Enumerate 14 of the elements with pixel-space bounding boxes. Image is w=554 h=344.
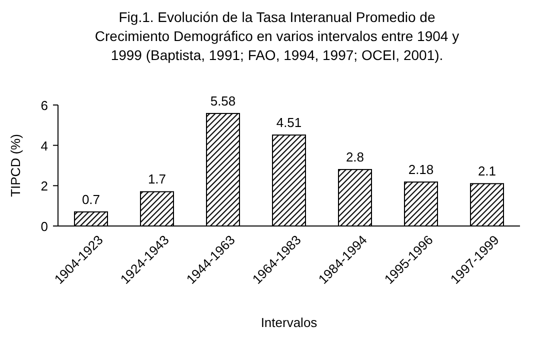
data-label: 2.1 <box>478 164 496 179</box>
data-label: 4.51 <box>276 115 302 130</box>
data-label: 2.8 <box>346 150 364 165</box>
data-label: 5.58 <box>210 93 236 108</box>
data-label: 1.7 <box>148 172 166 187</box>
y-tick-label: 4 <box>40 138 48 154</box>
chart-title: Fig.1. Evolución de la Tasa Interanual Promedio de Crecimiento Demográfico en varios intervalos entre 1904 y 1999 (Baptista, 1991; FAO, 1994, 1997; OCEI, 2001). <box>94 9 460 63</box>
x-axis-title: Intervalos <box>260 315 318 330</box>
y-tick-label: 6 <box>40 98 48 113</box>
y-tick-label: 2 <box>40 178 48 194</box>
data-label: 2.18 <box>408 162 434 178</box>
data-label: 0.7 <box>82 192 100 207</box>
y-axis-title: TIPCD (%) <box>8 134 23 197</box>
y-tick-label: 0 <box>40 219 48 234</box>
